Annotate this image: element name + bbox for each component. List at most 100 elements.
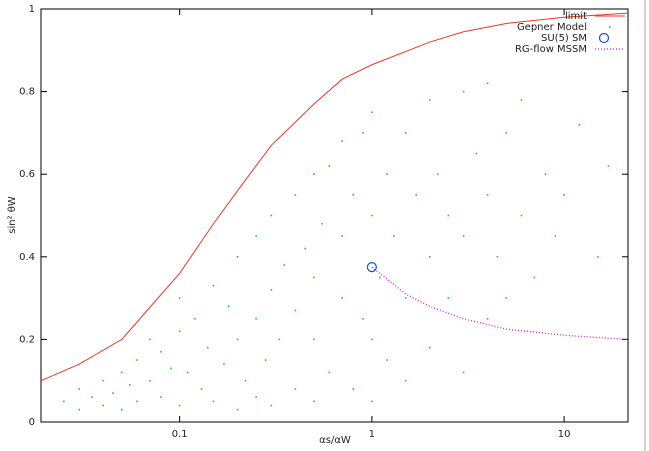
data-point	[578, 123, 581, 126]
data-point	[366, 262, 377, 273]
data-point	[160, 396, 162, 399]
data-point	[236, 256, 239, 258]
data-point	[255, 235, 257, 237]
data-point	[102, 404, 104, 407]
data-point	[244, 379, 247, 382]
data-point	[304, 247, 307, 250]
data-point	[283, 264, 286, 266]
data-point	[294, 309, 297, 312]
data-point	[371, 214, 373, 217]
data-point	[102, 379, 104, 382]
data-point	[206, 346, 209, 349]
data-point	[178, 404, 181, 407]
x-tick-label: 0.1	[172, 429, 188, 440]
data-point	[328, 165, 331, 167]
data-point	[447, 214, 450, 217]
data-point	[404, 297, 407, 299]
x-axis-label: αs/αW	[319, 435, 351, 446]
legend-label: SU(5) SM	[541, 33, 587, 44]
data-point	[78, 408, 80, 411]
data-point	[447, 297, 450, 299]
data-point	[486, 82, 489, 85]
data-point	[270, 289, 273, 291]
y-tick-label: 0.8	[19, 87, 35, 98]
data-point	[404, 132, 407, 134]
data-point	[78, 388, 80, 390]
data-point	[533, 276, 536, 279]
data-point	[149, 379, 151, 382]
y-tick-label: 0.4	[19, 252, 35, 263]
data-point	[404, 379, 407, 382]
x-tick-label: 1	[369, 429, 375, 440]
legend-swatch	[598, 32, 610, 44]
data-point	[313, 276, 315, 279]
data-point	[607, 165, 610, 167]
y-axis-label: sin² θW	[7, 196, 18, 234]
legend-label: Gepner Model	[517, 22, 587, 33]
data-point	[362, 132, 364, 134]
data-point	[428, 346, 431, 349]
data-point	[136, 400, 138, 403]
data-point	[128, 384, 131, 386]
data-point	[352, 388, 355, 390]
data-point	[270, 214, 273, 217]
legend-label: RG-flow MSSM	[515, 44, 587, 55]
data-point	[563, 194, 565, 196]
x-tick-label: 10	[558, 429, 571, 440]
data-point	[112, 392, 114, 394]
data-point	[178, 297, 181, 299]
legend-label: limit	[565, 11, 587, 22]
data-point	[486, 194, 489, 196]
data-point	[386, 359, 388, 361]
data-point	[597, 256, 599, 258]
data-point	[91, 396, 93, 399]
data-point	[554, 235, 557, 237]
data-point	[328, 371, 331, 374]
legend-swatch	[609, 26, 611, 28]
data-point	[136, 359, 138, 361]
data-point	[264, 359, 267, 361]
data-point	[341, 140, 343, 142]
data-point	[544, 173, 547, 175]
data-point	[462, 371, 465, 374]
data-point	[63, 400, 65, 403]
data-point	[120, 408, 123, 411]
series-line	[371, 266, 629, 341]
data-point	[186, 371, 189, 374]
series-line	[40, 12, 629, 382]
data-point	[278, 338, 281, 341]
data-point	[486, 317, 489, 320]
data-point	[294, 388, 297, 390]
data-point	[313, 173, 315, 175]
data-point	[520, 99, 523, 101]
y-tick-label: 0	[29, 417, 35, 428]
data-point	[371, 111, 373, 114]
data-point	[392, 235, 395, 237]
data-point	[436, 173, 439, 175]
data-point	[428, 99, 431, 101]
data-point	[236, 338, 239, 341]
data-point	[352, 194, 355, 196]
data-point	[313, 400, 315, 403]
data-point	[415, 194, 417, 196]
data-point	[362, 317, 364, 320]
data-point	[371, 338, 373, 341]
data-point	[212, 400, 215, 403]
data-point	[462, 90, 465, 93]
data-point	[194, 317, 196, 320]
y-tick-label: 1	[29, 4, 35, 15]
data-point	[160, 350, 162, 353]
data-point	[462, 235, 465, 237]
data-point	[170, 367, 172, 370]
data-point	[505, 297, 508, 299]
data-point	[294, 194, 297, 196]
data-point	[120, 371, 123, 374]
data-point	[313, 338, 315, 341]
data-point	[520, 214, 523, 217]
data-point	[200, 388, 203, 390]
data-point	[496, 256, 499, 258]
data-point	[379, 276, 381, 279]
data-point	[255, 396, 257, 399]
data-point	[428, 256, 431, 258]
